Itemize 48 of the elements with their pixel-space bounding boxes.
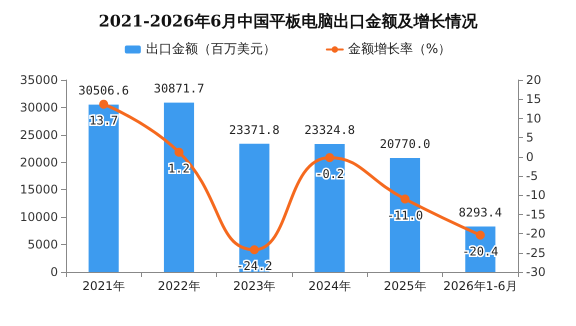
point (250, 245, 259, 254)
y-tick-label: 0 (50, 265, 58, 279)
legend-label: 金额增长率（%） (348, 41, 452, 57)
data-label: -0.2 (315, 167, 344, 182)
y-tick-label: 20000 (20, 155, 58, 170)
point (174, 148, 184, 157)
y2-tick-label: -5 (526, 169, 538, 183)
y2-tick-label: 10 (526, 111, 542, 126)
data-label: 13.7 (89, 114, 118, 128)
y-tick-label: 10000 (20, 210, 58, 224)
data-label: 30506.6 (78, 84, 129, 98)
x-tick-label: 2023年 (233, 279, 276, 293)
y2-tick-label: -15 (526, 207, 546, 222)
bar (88, 104, 119, 272)
x-tick-label: 2024年 (308, 279, 351, 293)
y2-tick-label: 0 (526, 150, 534, 164)
y-tick-label: 15000 (20, 182, 58, 197)
x-tick-label: 2022年 (158, 279, 200, 293)
point (400, 194, 410, 204)
legend-label: 出口金额（百万美元） (146, 41, 276, 57)
data-label: 20770.0 (380, 137, 430, 152)
y2-tick-label: -10 (526, 188, 546, 202)
chart-title: 2021-2026年6月中国平板电脑出口金额及增长情况 (98, 12, 478, 30)
data-label: 1.2 (168, 162, 190, 176)
data-label: 23371.8 (229, 122, 280, 137)
y2-tick-label: -30 (526, 265, 546, 279)
data-label: 23324.8 (304, 123, 355, 138)
y-tick-label: 30000 (20, 100, 58, 114)
y-tick-label: 5000 (27, 238, 58, 252)
x-tick-label: 2025年 (384, 279, 426, 293)
point (325, 153, 334, 162)
y-tick-label: 35000 (20, 73, 58, 87)
y-tick-label: 25000 (20, 128, 58, 142)
bar (390, 158, 420, 272)
x-tick-label: 2021年 (82, 279, 125, 293)
x-tick-label: 2026年1-6月 (443, 279, 518, 293)
y2-tick-label: 5 (526, 130, 534, 145)
bar (164, 102, 194, 272)
y2-tick-label: -20 (526, 226, 546, 241)
bar (239, 144, 270, 272)
bar (314, 144, 345, 272)
y2-tick-label: 15 (526, 92, 542, 106)
y2-tick-label: -25 (526, 246, 546, 260)
data-label: 30871.7 (154, 82, 204, 96)
point (99, 100, 108, 109)
data-label: 8293.4 (458, 206, 502, 220)
y2-tick-label: 20 (526, 73, 542, 87)
point (476, 230, 485, 240)
